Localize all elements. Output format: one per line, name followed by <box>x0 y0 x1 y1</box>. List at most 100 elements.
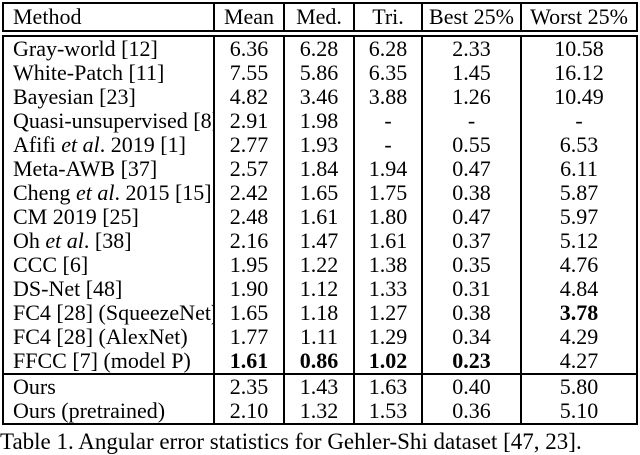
value-cell: 0.37 <box>423 229 522 253</box>
value-cell: 5.86 <box>285 61 355 85</box>
value-cell: 0.55 <box>423 133 522 157</box>
value-cell: 1.61 <box>355 229 423 253</box>
value-cell: 2.48 <box>215 205 285 229</box>
value-cell: 1.65 <box>285 181 355 205</box>
value-cell: 16.12 <box>554 61 604 85</box>
table-caption: Table 1. Angular error statistics for Ge… <box>0 429 582 454</box>
value-cell: 4.27 <box>559 349 599 373</box>
value-cell: - <box>355 133 423 157</box>
value-cell: 0.35 <box>423 253 522 277</box>
value-cell: 7.55 <box>215 61 285 85</box>
table-row: DS-Net [48] 1.90 1.12 1.33 0.31 4.84 <box>4 277 636 301</box>
value-cell: 10.58 <box>554 37 604 61</box>
value-cell: 3.88 <box>355 85 423 109</box>
value-cell: 1.33 <box>355 277 423 301</box>
method-cell: Bayesian [23] <box>4 85 215 109</box>
value-cell: 0.31 <box>423 277 522 301</box>
method-cell: Quasi-unsupervised [8] <box>4 109 215 133</box>
value-cell: 4.84 <box>559 277 599 301</box>
value-cell: 6.35 <box>355 61 423 85</box>
value-cell: 1.27 <box>355 301 423 325</box>
value-cell: 1.94 <box>355 157 423 181</box>
table-body: Gray-world [12] 6.36 6.28 6.28 2.33 10.58 Whit… <box>2 35 638 425</box>
value-cell: 2.42 <box>215 181 285 205</box>
value-cell: 1.80 <box>355 205 423 229</box>
table-row: Ours (pretrained) 2.10 1.32 1.53 0.36 5.10 <box>4 399 636 423</box>
col-header-method: Method <box>4 4 215 30</box>
table-row: FFCC [7] (model P) 1.61 0.86 1.02 0.23 4.27 <box>4 349 636 373</box>
value-cell: 1.90 <box>215 277 285 301</box>
table-row: Cheng et al. 2015 [15] 2.42 1.65 1.75 0.38 5.… <box>4 181 636 205</box>
table-header-row: Method Mean Med. Tri. Best 25% Worst 25% <box>2 2 638 32</box>
value-cell: 0.36 <box>423 399 522 423</box>
table-row: FC4 [28] (AlexNet) 1.77 1.11 1.29 0.34 4.29 <box>4 325 636 349</box>
value-cell: 1.77 <box>215 325 285 349</box>
value-cell: 1.11 <box>285 325 355 349</box>
method-cell: FFCC [7] (model P) <box>4 349 215 373</box>
method-cell: DS-Net [48] <box>4 277 215 301</box>
method-cell: CM 2019 [25] <box>4 205 215 229</box>
value-cell: 1.38 <box>355 253 423 277</box>
method-cell: Oh et al. [38] <box>4 229 215 253</box>
value-cell: 3.78 <box>559 301 599 325</box>
value-cell: 1.32 <box>285 399 355 423</box>
value-cell: 2.77 <box>215 133 285 157</box>
col-header-best25: Best 25% <box>423 4 522 30</box>
table-row: Afifi et al. 2019 [1] 2.77 1.93-0.55 6.53 <box>4 133 636 157</box>
value-cell: 1.93 <box>285 133 355 157</box>
value-cell: 2.35 <box>215 375 285 399</box>
value-cell: 1.63 <box>355 375 423 399</box>
value-cell: 1.18 <box>285 301 355 325</box>
method-cell: FC4 [28] (SqueezeNet) <box>4 301 215 325</box>
value-cell: 1.45 <box>423 61 522 85</box>
value-cell: 0.47 <box>423 157 522 181</box>
value-cell: 5.10 <box>559 399 599 423</box>
value-cell: 3.46 <box>285 85 355 109</box>
value-cell: - <box>423 109 522 133</box>
table-row: Gray-world [12] 6.36 6.28 6.28 2.33 10.58 <box>4 37 636 61</box>
value-cell: 0.47 <box>423 205 522 229</box>
value-cell: 0.23 <box>423 349 522 373</box>
value-cell: 1.43 <box>285 375 355 399</box>
value-cell: - <box>575 109 583 133</box>
table-row: Quasi-unsupervised [8] 2.91 1.98- - - <box>4 109 636 133</box>
value-cell: 0.86 <box>285 349 355 373</box>
value-cell: 2.57 <box>215 157 285 181</box>
value-cell: 1.61 <box>285 205 355 229</box>
method-cell: Afifi et al. 2019 [1] <box>4 133 215 157</box>
value-cell: 1.02 <box>355 349 423 373</box>
value-cell: 2.33 <box>423 37 522 61</box>
table-row: Meta-AWB [37] 2.57 1.84 1.94 0.47 6.11 <box>4 157 636 181</box>
value-cell: 5.87 <box>559 181 599 205</box>
value-cell: 1.75 <box>355 181 423 205</box>
value-cell: 6.28 <box>285 37 355 61</box>
value-cell: 5.80 <box>559 375 599 399</box>
value-cell: 10.49 <box>554 85 604 109</box>
value-cell: 4.82 <box>215 85 285 109</box>
value-cell: 2.91 <box>215 109 285 133</box>
col-header-worst25: Worst 25% <box>530 4 628 29</box>
value-cell: 1.29 <box>355 325 423 349</box>
method-cell: Ours <box>4 375 215 399</box>
value-cell: - <box>355 109 423 133</box>
value-cell: 1.22 <box>285 253 355 277</box>
value-cell: 1.95 <box>215 253 285 277</box>
method-cell: Cheng et al. 2015 [15] <box>4 181 215 205</box>
value-cell: 6.11 <box>560 157 598 181</box>
value-cell: 1.84 <box>285 157 355 181</box>
method-cell: Gray-world [12] <box>4 37 215 61</box>
method-cell: Meta-AWB [37] <box>4 157 215 181</box>
value-cell: 4.29 <box>559 325 599 349</box>
col-header-median: Med. <box>285 4 355 30</box>
table-row: CCC [6] 1.95 1.22 1.38 0.35 4.76 <box>4 253 636 277</box>
table-row: Ours 2.35 1.43 1.63 0.40 5.80 <box>4 373 636 399</box>
value-cell: 6.28 <box>355 37 423 61</box>
value-cell: 1.26 <box>423 85 522 109</box>
method-cell: Ours (pretrained) <box>4 399 215 423</box>
col-header-mean: Mean <box>215 4 285 30</box>
value-cell: 5.97 <box>559 205 599 229</box>
table-row: CM 2019 [25] 2.48 1.61 1.80 0.47 5.97 <box>4 205 636 229</box>
value-cell: 1.47 <box>285 229 355 253</box>
value-cell: 0.40 <box>423 375 522 399</box>
